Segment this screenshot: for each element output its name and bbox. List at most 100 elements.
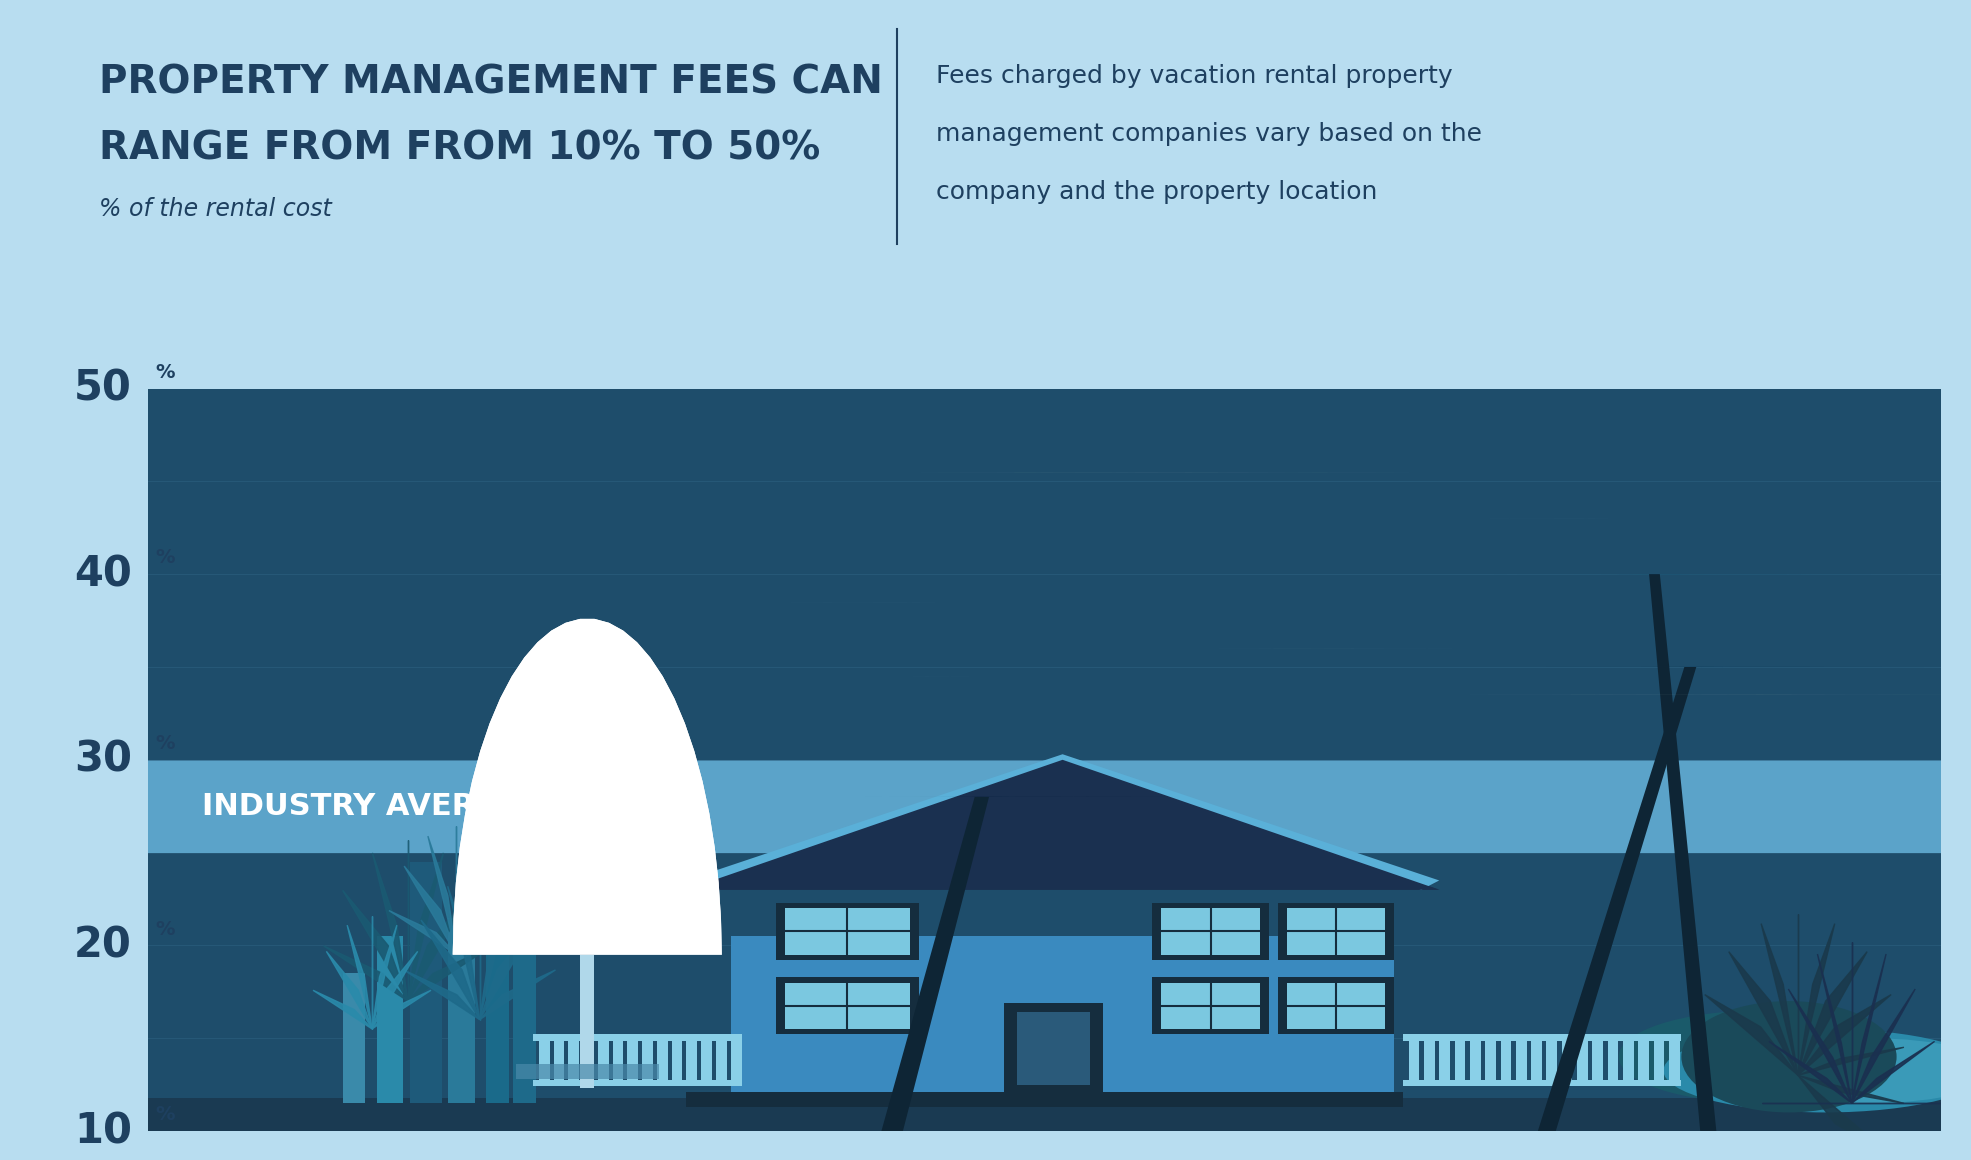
Polygon shape <box>388 911 457 955</box>
Polygon shape <box>1798 951 1867 1075</box>
Polygon shape <box>428 836 457 955</box>
Bar <box>410 862 442 1103</box>
Bar <box>656 1035 668 1087</box>
Text: %: % <box>156 549 175 567</box>
Ellipse shape <box>1618 1010 1906 1103</box>
Bar <box>1470 1035 1480 1087</box>
Bar <box>148 760 1941 853</box>
Polygon shape <box>453 619 721 955</box>
Bar <box>579 955 595 1088</box>
Polygon shape <box>686 760 1439 890</box>
Polygon shape <box>457 911 524 955</box>
Polygon shape <box>1788 989 1851 1103</box>
Text: 50: 50 <box>75 368 132 409</box>
Bar <box>731 1035 741 1087</box>
Polygon shape <box>404 970 479 1020</box>
Bar <box>1153 977 1269 1035</box>
Bar <box>1516 1035 1528 1087</box>
Text: %: % <box>156 1105 175 1124</box>
Ellipse shape <box>1681 1001 1896 1112</box>
Bar <box>775 902 918 960</box>
Polygon shape <box>313 991 373 1029</box>
Bar <box>1017 1013 1090 1085</box>
Polygon shape <box>408 945 493 1001</box>
Bar <box>447 918 475 1103</box>
Text: %: % <box>156 734 175 753</box>
Bar <box>784 908 911 955</box>
Bar <box>538 1035 550 1087</box>
Bar <box>731 890 1393 936</box>
Polygon shape <box>422 920 479 1020</box>
Polygon shape <box>881 797 989 1131</box>
Bar <box>512 899 536 1103</box>
Bar <box>148 1097 1941 1131</box>
Text: RANGE FROM FROM 10% TO 50%: RANGE FROM FROM 10% TO 50% <box>99 130 820 168</box>
Bar <box>784 983 911 1029</box>
Polygon shape <box>453 619 721 955</box>
Bar <box>627 1035 639 1087</box>
Bar <box>516 1064 658 1079</box>
Bar <box>1153 902 1269 960</box>
Polygon shape <box>1798 1075 1890 1157</box>
Bar <box>343 973 365 1103</box>
Bar <box>1577 1035 1589 1087</box>
Text: company and the property location: company and the property location <box>936 180 1378 204</box>
Bar <box>672 1035 682 1087</box>
Bar <box>568 1035 579 1087</box>
Text: %: % <box>156 363 175 382</box>
Bar <box>613 1035 623 1087</box>
Polygon shape <box>686 760 1439 890</box>
Bar <box>686 1092 1403 1107</box>
Bar <box>775 977 918 1035</box>
Polygon shape <box>1798 1075 1904 1103</box>
Bar <box>1593 1035 1602 1087</box>
Bar <box>534 1035 739 1041</box>
Polygon shape <box>373 991 432 1029</box>
Bar <box>583 1035 593 1087</box>
Bar <box>715 1035 727 1087</box>
Bar <box>1547 1035 1557 1087</box>
Polygon shape <box>373 926 396 1029</box>
Polygon shape <box>408 853 443 1001</box>
Text: %: % <box>156 920 175 938</box>
Bar <box>1500 1035 1512 1087</box>
Polygon shape <box>479 886 512 1020</box>
Bar <box>1287 983 1386 1029</box>
Bar <box>1403 1080 1681 1087</box>
Bar <box>1161 908 1259 955</box>
Bar <box>643 1035 652 1087</box>
Polygon shape <box>479 920 538 1020</box>
Polygon shape <box>373 951 418 1029</box>
Bar <box>1531 1035 1541 1087</box>
Bar <box>1277 977 1393 1035</box>
Polygon shape <box>1768 1042 1851 1103</box>
Polygon shape <box>1798 923 1835 1075</box>
Polygon shape <box>327 951 373 1029</box>
Bar <box>1409 1035 1419 1087</box>
Polygon shape <box>453 646 721 955</box>
Bar <box>1638 1035 1650 1087</box>
Bar <box>731 890 1393 1092</box>
Text: 40: 40 <box>75 553 132 595</box>
Polygon shape <box>1851 1042 1936 1103</box>
Bar <box>487 955 509 1103</box>
Text: Fees charged by vacation rental property: Fees charged by vacation rental property <box>936 64 1453 88</box>
Bar <box>554 1035 564 1087</box>
Bar <box>1455 1035 1464 1087</box>
Bar <box>1403 1035 1681 1041</box>
Polygon shape <box>1798 1047 1904 1075</box>
Bar <box>1669 1035 1679 1087</box>
Polygon shape <box>1851 954 1886 1103</box>
Polygon shape <box>408 891 473 1001</box>
Polygon shape <box>447 886 479 1020</box>
Bar <box>1161 983 1259 1029</box>
Polygon shape <box>347 926 373 1029</box>
Bar <box>534 1080 739 1087</box>
Ellipse shape <box>1664 1029 1971 1112</box>
Polygon shape <box>1537 667 1697 1131</box>
Bar <box>1561 1035 1573 1087</box>
Bar <box>1486 1035 1496 1087</box>
Polygon shape <box>1650 574 1717 1131</box>
Bar <box>686 1035 698 1087</box>
Polygon shape <box>1851 989 1916 1103</box>
